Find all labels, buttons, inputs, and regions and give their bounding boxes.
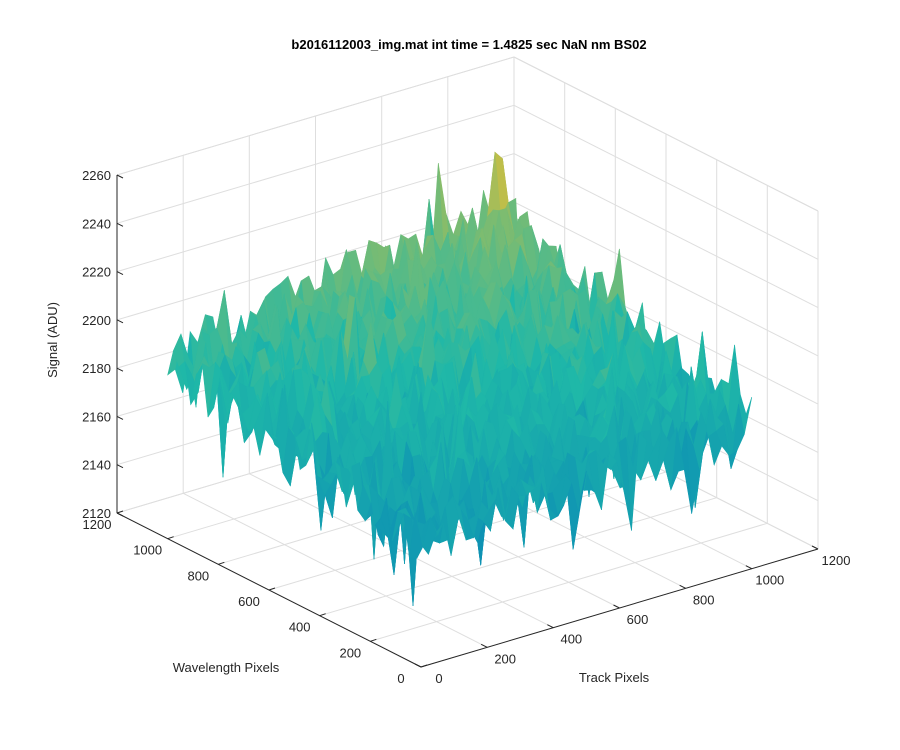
x-tick — [745, 565, 753, 570]
track-axis-label: Track Pixels — [579, 670, 650, 685]
grid-line — [116, 104, 515, 224]
z-tick-label: 2200 — [82, 313, 111, 328]
z-tick — [116, 319, 124, 324]
x-tick — [414, 663, 422, 668]
y-tick — [218, 561, 225, 565]
y-tick-label: 800 — [187, 568, 209, 583]
z-tick — [116, 174, 124, 179]
x-tick-label: 1200 — [822, 553, 851, 568]
x-tick-label: 200 — [494, 651, 516, 666]
wavelength-axis-label: Wavelength Pixels — [173, 660, 280, 675]
grid-line — [513, 56, 819, 212]
grid-line — [116, 153, 515, 273]
y-tick — [167, 536, 174, 540]
x-tick — [679, 584, 686, 589]
x-tick — [480, 643, 488, 648]
z-tick-label: 2240 — [82, 216, 111, 231]
y-tick — [116, 510, 124, 514]
grid-line — [319, 497, 717, 617]
grid-line — [513, 104, 819, 260]
y-tick-label: 600 — [238, 594, 260, 609]
z-axis-label: Signal (ADU) — [45, 302, 60, 378]
x-tick-label: 1000 — [755, 573, 784, 588]
x-tick — [811, 545, 819, 550]
z-tick — [116, 367, 124, 372]
x-tick-label: 400 — [560, 632, 582, 647]
y-tick — [268, 587, 276, 591]
z-tick-label: 2120 — [82, 506, 111, 521]
z-tick-label: 2160 — [82, 409, 111, 424]
z-tick-label: 2220 — [82, 265, 111, 280]
y-tick-label: 1200 — [83, 517, 112, 532]
z-tick-label: 2140 — [82, 458, 111, 473]
axis-layer — [116, 174, 819, 668]
z-tick — [116, 222, 124, 227]
grid-line — [513, 201, 819, 357]
x-tick-label: 800 — [693, 592, 715, 607]
z-tick — [116, 415, 124, 420]
y-tick — [370, 638, 377, 642]
y-tick-label: 400 — [289, 620, 311, 635]
z-tick — [116, 464, 124, 469]
chart-title: b2016112003_img.mat int time = 1.4825 se… — [291, 37, 646, 52]
surface-patch — [414, 512, 429, 555]
grid-line — [513, 153, 819, 309]
surface-layer — [167, 151, 753, 606]
tick-layer: 0 200 400 600 800 1000 1200 0 200 400 600 800 1000 12… — [82, 168, 850, 686]
y-tick-label: 1000 — [133, 543, 162, 558]
y-tick — [319, 613, 326, 617]
z-tick-label: 2260 — [82, 168, 111, 183]
z-tick-label: 2180 — [82, 361, 111, 376]
grid-line — [116, 56, 515, 176]
z-tick — [116, 512, 124, 517]
x-tick — [547, 624, 554, 629]
x-tick-label: 600 — [627, 612, 649, 627]
y-tick — [420, 664, 428, 668]
z-tick — [116, 271, 124, 276]
x-tick-label: 0 — [435, 671, 442, 686]
grid-line — [370, 522, 768, 642]
y-tick-label: 200 — [339, 645, 361, 660]
x-tick — [613, 604, 620, 609]
y-tick-label: 0 — [397, 671, 404, 686]
